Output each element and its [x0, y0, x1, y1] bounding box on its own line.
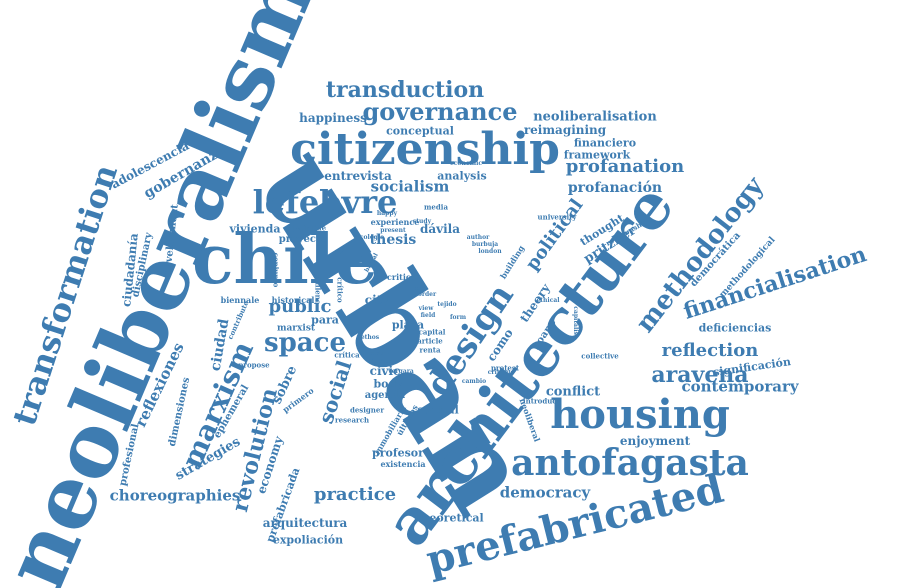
word: ethical [536, 298, 559, 304]
word: housing [550, 395, 730, 435]
word: city [365, 294, 389, 306]
word: colegio [360, 235, 384, 241]
word: reflection [662, 342, 759, 360]
word: happy [377, 211, 397, 217]
word: marxist [277, 325, 315, 334]
word: collective [581, 353, 618, 360]
word: happiness [299, 112, 367, 124]
word: body [373, 379, 402, 390]
word: capital [419, 329, 446, 336]
word: cambio [462, 379, 486, 385]
word: university [538, 214, 577, 221]
word: critical [387, 273, 419, 281]
word: present [380, 228, 406, 234]
word: historical [272, 296, 315, 304]
word: transduction [326, 79, 484, 101]
word: core [413, 286, 428, 292]
word: crítica [334, 352, 359, 359]
word: designer [350, 407, 384, 414]
word: conjunto [273, 253, 280, 288]
word: vergara [388, 369, 414, 375]
word: spatial [417, 405, 459, 416]
word: governance [363, 100, 518, 124]
word: theoretical [416, 513, 483, 524]
word: article [417, 338, 443, 345]
word: field [421, 313, 436, 319]
word: expoliación [273, 535, 343, 546]
word: antofagasta [511, 445, 749, 481]
word: research [335, 417, 369, 424]
word: doctor [370, 359, 392, 365]
word: analysis [437, 171, 486, 182]
word: discipline [288, 225, 326, 232]
word: critique [488, 370, 515, 376]
word: entre [371, 351, 389, 357]
word: propose [238, 362, 269, 369]
word: economic [450, 161, 482, 167]
word: proyecto [279, 235, 327, 245]
word: conceptual [386, 126, 454, 137]
word: profanación [568, 181, 662, 195]
word: agenda [365, 391, 406, 401]
word: chileno [315, 276, 322, 305]
word: form [450, 315, 466, 321]
word: enjoyment [620, 435, 690, 447]
word: renta [420, 347, 441, 354]
word: order [418, 292, 436, 298]
word: vivienda [230, 224, 281, 235]
word: practice [314, 486, 396, 504]
word: capitalist [572, 306, 578, 337]
word: media [424, 204, 448, 211]
word: view [419, 306, 434, 312]
word: choreographies [110, 489, 241, 504]
word: neoliberalisation [533, 111, 657, 124]
word: framework [564, 150, 631, 161]
word: entrevista [324, 170, 391, 182]
word: reimagining [524, 124, 606, 136]
word: para [311, 315, 339, 326]
word: introduce [523, 398, 561, 405]
word: deficiencias [699, 323, 772, 334]
word: contemporary [681, 380, 798, 395]
word: financiero [574, 138, 636, 149]
word: study [413, 219, 431, 225]
word: tejido [437, 302, 456, 308]
word: democracy [500, 486, 591, 501]
word: crítico [337, 277, 344, 302]
word: london [478, 249, 501, 255]
word: existencia [380, 460, 425, 468]
word: ethos [361, 335, 379, 341]
